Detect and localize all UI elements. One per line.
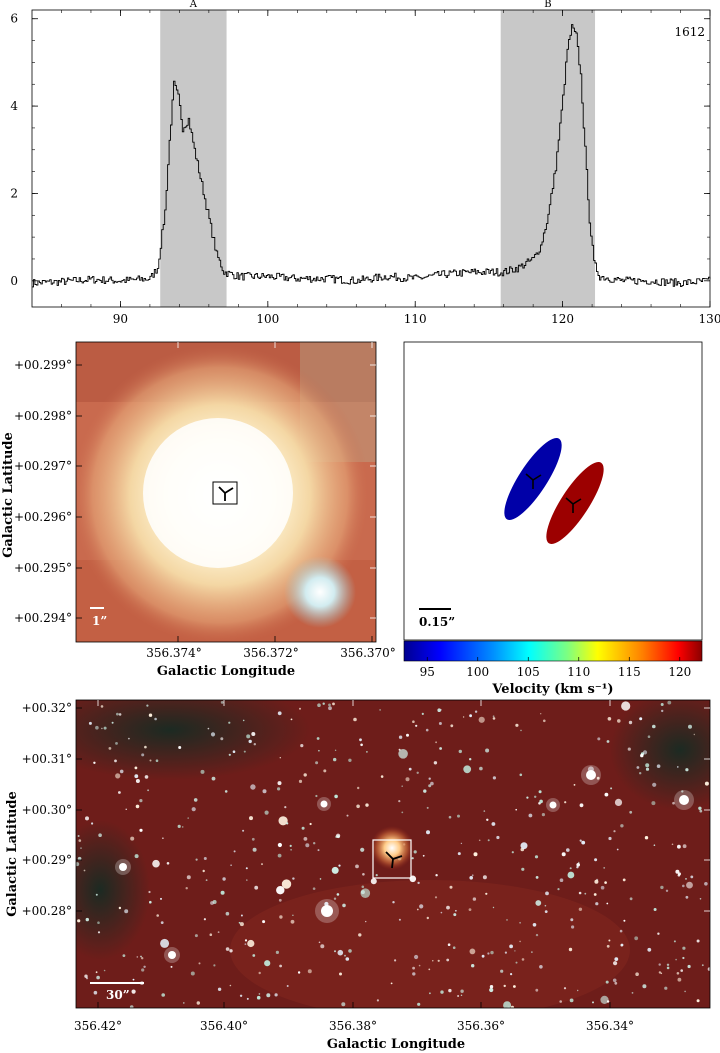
maser-scale-bar: 0.15” xyxy=(419,608,455,629)
wide-ylabel: Galactic Latitude xyxy=(5,791,20,917)
spectrum-line xyxy=(32,24,711,288)
wide-scale-bar: 30” xyxy=(90,982,144,1002)
wide-xtick-label: 356.36° xyxy=(457,1019,505,1033)
spectrum-xtick-label: 120 xyxy=(551,312,574,326)
wide-latitude-ticks: +00.32° +00.31° +00.30° +00.29° +00.28° xyxy=(22,701,710,918)
svg-text:1”: 1” xyxy=(92,614,107,628)
wide-xtick-label: 356.40° xyxy=(200,1019,248,1033)
spectrum-xtick-label: 110 xyxy=(404,312,427,326)
colorbar-tick-label: 120 xyxy=(668,665,691,679)
zoom-scale-bar: 1” xyxy=(90,607,107,628)
zoom-image-panel: +00.299° +00.298° +00.297° +00.296° +00.295°… xyxy=(1,341,396,679)
svg-text:0.15”: 0.15” xyxy=(419,615,455,629)
spectrum-ticks: 90 100 110 120 130 0 2 4 6 xyxy=(10,10,720,326)
band-label-a: A xyxy=(189,0,198,10)
zoom-image-frame xyxy=(75,341,377,643)
zoom-longitude-ticks: 356.374° 356.372° 356.370° xyxy=(146,342,396,660)
velocity-colorbar xyxy=(403,640,703,662)
colorbar-label: Velocity (km s⁻¹) xyxy=(491,682,613,697)
maser-marker-zoom xyxy=(212,481,238,505)
colorbar-tick-label: 110 xyxy=(567,665,590,679)
svg-text:30”: 30” xyxy=(106,988,130,1002)
wide-xtick-label: 356.38° xyxy=(329,1019,377,1033)
maser-marker-icon-b xyxy=(565,497,582,513)
wide-xtick-label: 356.42° xyxy=(74,1019,122,1033)
zoom-ylabel: Galactic Latitude xyxy=(1,432,16,558)
zoom-ytick-label: +00.296° xyxy=(14,510,72,524)
band-a xyxy=(160,10,227,307)
wide-image-frame xyxy=(75,699,711,1009)
zoom-xlabel: Galactic Longitude xyxy=(157,664,295,679)
zoom-image xyxy=(76,342,376,642)
spectrum-ytick-label: 0 xyxy=(10,274,18,288)
zoom-ytick-label: +00.297° xyxy=(14,459,72,473)
zoom-ytick-label: +00.298° xyxy=(14,409,72,423)
band-label-b: B xyxy=(544,0,551,10)
zoom-xtick-label: 356.374° xyxy=(146,646,202,660)
maser-marker-icon-a xyxy=(525,473,542,489)
wide-image xyxy=(76,700,710,1008)
wide-ytick-label: +00.29° xyxy=(22,853,72,867)
zoom-ytick-label: +00.299° xyxy=(14,358,72,372)
spectrum-xtick-label: 90 xyxy=(113,312,128,326)
wide-xlabel: Galactic Longitude xyxy=(327,1037,465,1052)
maser-marker-wide xyxy=(372,839,412,879)
colorbar-tick-label: 95 xyxy=(420,665,435,679)
wide-ytick-label: +00.31° xyxy=(22,752,72,766)
colorbar-tick-label: 115 xyxy=(618,665,641,679)
wide-xtick-label: 356.34° xyxy=(586,1019,634,1033)
zoom-xtick-label: 356.372° xyxy=(243,646,299,660)
spectrum-ytick-label: 2 xyxy=(10,186,18,200)
wide-ytick-label: +00.32° xyxy=(22,701,72,715)
wide-image-panel: +00.32° +00.31° +00.30° +00.29° +00.28° 356.… xyxy=(5,699,711,1052)
spectrum-frame xyxy=(31,9,711,308)
maser-spot-panel: 0.15” 95 100 105 110 115 120 Velocity (km s⁻¹… xyxy=(403,341,703,697)
colorbar-ticks: 95 100 105 110 115 120 xyxy=(420,657,691,679)
spectrum-ytick-label: 4 xyxy=(10,99,18,113)
colorbar-tick-label: 100 xyxy=(466,665,489,679)
zoom-xtick-label: 356.370° xyxy=(340,646,396,660)
spectrum-ytick-label: 6 xyxy=(10,12,18,26)
spectrum-xtick-label: 130 xyxy=(699,312,720,326)
wide-ytick-label: +00.30° xyxy=(22,803,72,817)
maser-plot-frame xyxy=(403,341,703,641)
zoom-ytick-label: +00.295° xyxy=(14,561,72,575)
spectrum-xtick-label: 100 xyxy=(256,312,279,326)
band-b xyxy=(500,10,596,307)
wide-ytick-label: +00.28° xyxy=(22,904,72,918)
wide-longitude-ticks: 356.42° 356.40° 356.38° 356.36° 356.34° xyxy=(74,700,634,1033)
zoom-ytick-label: +00.294° xyxy=(14,611,72,625)
spectrum-label: 1612 xyxy=(674,25,705,39)
colorbar-tick-label: 105 xyxy=(517,665,540,679)
zoom-latitude-ticks: +00.299° +00.298° +00.297° +00.296° +00.295°… xyxy=(14,358,376,625)
